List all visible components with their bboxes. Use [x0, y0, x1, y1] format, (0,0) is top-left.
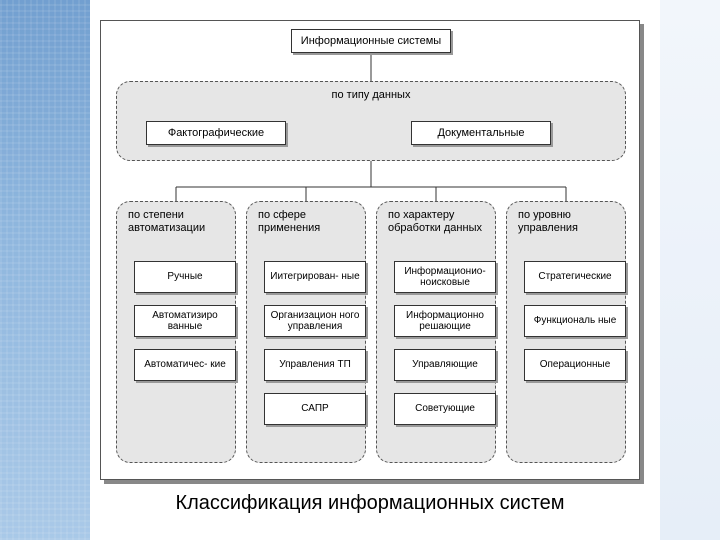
caption: Классификация информационных систем	[100, 492, 640, 515]
item-application-1: Организацион ного управления	[264, 305, 366, 337]
item-automation-1: Автоматизиро ванные	[134, 305, 236, 337]
item-automation-0: Ручные	[134, 261, 236, 293]
column-automation-label: по степени автоматизации	[122, 205, 230, 238]
root-node: Информационные системы	[291, 29, 451, 53]
item-automation-2: Автоматичес- кие	[134, 349, 236, 381]
item-management-1: Функциональ ные	[524, 305, 626, 337]
item-processing-0: Информационио- ноисковые	[394, 261, 496, 293]
column-application-label: по сфере применения	[252, 205, 360, 238]
background-left-panel	[0, 0, 90, 540]
item-application-2: Управления ТП	[264, 349, 366, 381]
item-application-0: Иитегрирован- ные	[264, 261, 366, 293]
item-processing-2: Управляющие	[394, 349, 496, 381]
datatype-documentary: Документальные	[411, 121, 551, 145]
column-processing-label: по характеру обработки данных	[382, 205, 490, 238]
group-datatype-label: по типу данных	[271, 85, 471, 106]
background-right-panel	[660, 0, 720, 540]
item-processing-3: Советующие	[394, 393, 496, 425]
datatype-factographic: Фактографические	[146, 121, 286, 145]
column-management-label: по уровню управления	[512, 205, 620, 238]
item-application-3: САПР	[264, 393, 366, 425]
item-management-2: Операционные	[524, 349, 626, 381]
item-management-0: Стратегические	[524, 261, 626, 293]
item-processing-1: Информационно решающие	[394, 305, 496, 337]
diagram-frame: Информационные системы по типу данных Фа…	[100, 20, 640, 480]
